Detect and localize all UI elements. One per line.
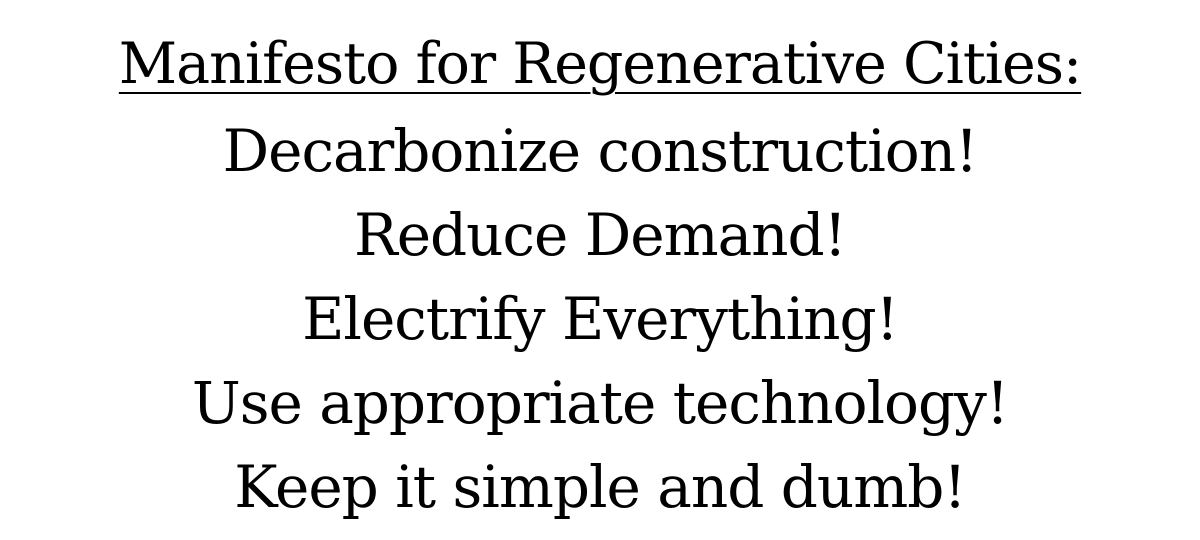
slogan-list: Decarbonize construction! Reduce Demand!…: [0, 109, 1200, 529]
slogan-decarbonize: Decarbonize construction!: [0, 109, 1200, 193]
title-text: Manifesto for Regenerative Cities:: [119, 31, 1081, 97]
slogan-electrify: Electrify Everything!: [0, 277, 1200, 361]
slogan-keep-it-simple: Keep it simple and dumb!: [0, 445, 1200, 529]
slogan-reduce-demand: Reduce Demand!: [0, 193, 1200, 277]
page-title: Manifesto for Regenerative Cities:: [0, 26, 1200, 102]
slogan-appropriate-technology: Use appropriate technology!: [0, 361, 1200, 445]
